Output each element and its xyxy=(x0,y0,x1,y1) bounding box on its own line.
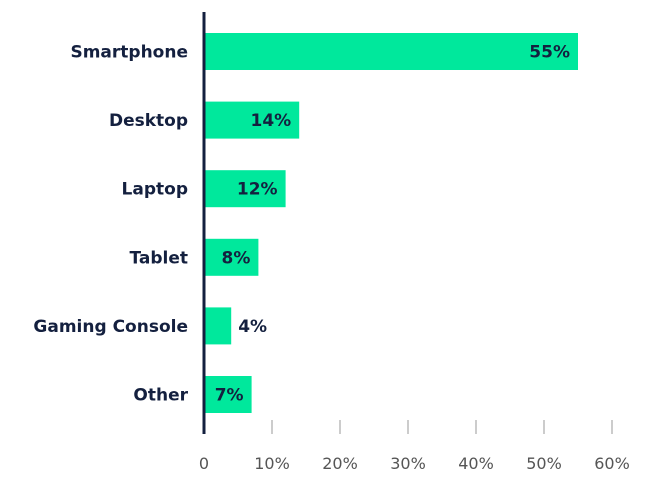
bar-gaming-console xyxy=(204,307,232,345)
value-label: 55% xyxy=(529,43,570,63)
x-tick-label: 60% xyxy=(594,454,630,473)
category-label: Smartphone xyxy=(70,43,188,63)
bar-other xyxy=(204,376,252,413)
category-label: Laptop xyxy=(122,180,188,200)
bar-tablet xyxy=(204,238,259,276)
x-tick-label: 30% xyxy=(390,454,426,473)
bar-laptop xyxy=(204,170,286,208)
value-label: 14% xyxy=(250,111,291,131)
value-label: 7% xyxy=(215,386,244,406)
value-label: 8% xyxy=(222,248,251,268)
x-tick-label: 50% xyxy=(526,454,562,473)
x-tick-label: 40% xyxy=(458,454,494,473)
category-label: Tablet xyxy=(129,248,188,268)
value-label: 4% xyxy=(238,317,267,337)
bar-desktop xyxy=(204,101,300,139)
category-label: Other xyxy=(133,386,188,406)
bar-smartphone xyxy=(204,33,578,70)
x-tick-label: 10% xyxy=(254,454,290,473)
value-label: 12% xyxy=(237,180,278,200)
x-tick-label: 0 xyxy=(199,454,209,473)
category-label: Gaming Console xyxy=(33,317,188,337)
category-label: Desktop xyxy=(109,111,188,131)
x-tick-label: 20% xyxy=(322,454,358,473)
